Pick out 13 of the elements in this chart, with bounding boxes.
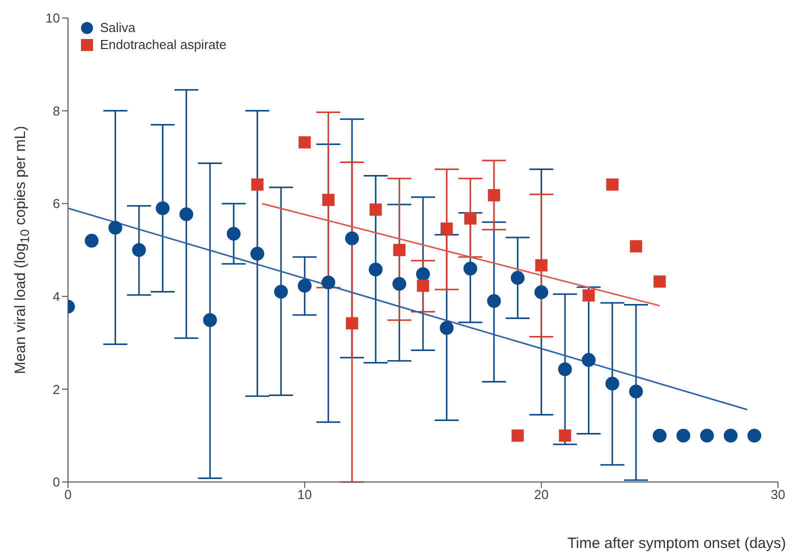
y-tick-label: 10 <box>46 10 60 26</box>
y-tick-label: 4 <box>52 289 60 304</box>
x-axis-title: Time after symptom onset (days) <box>567 535 786 552</box>
y-tick-label: 2 <box>52 382 60 397</box>
x-tick-label: 10 <box>297 487 312 502</box>
x-tick-label: 30 <box>770 487 786 502</box>
legend-label: Saliva <box>100 20 136 35</box>
y-tick-label: 8 <box>52 103 60 118</box>
legend-label: Endotracheal aspirate <box>100 37 226 52</box>
y-tick-label: 6 <box>52 196 60 212</box>
y-tick-label: 0 <box>52 474 60 490</box>
x-tick-label: 0 <box>64 487 72 502</box>
x-tick-label: 20 <box>534 487 549 502</box>
